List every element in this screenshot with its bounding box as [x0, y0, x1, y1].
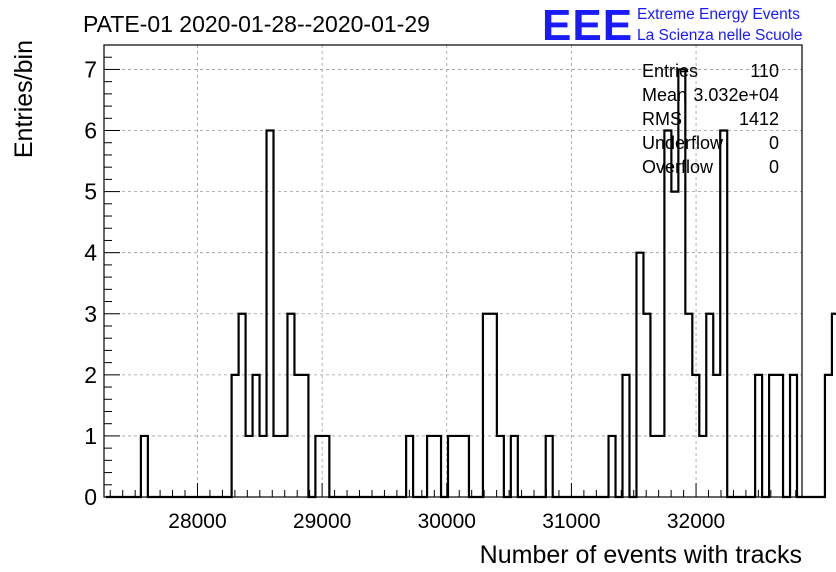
histogram-bin	[322, 436, 329, 497]
histogram-bin	[755, 375, 762, 497]
y-tick-label: 7	[84, 56, 97, 82]
histogram-bin	[239, 314, 246, 497]
logo-line-1: Extreme Energy Events	[637, 6, 800, 23]
y-tick-label: 4	[84, 240, 97, 266]
histogram-bin	[832, 314, 836, 497]
histogram-bin	[776, 375, 783, 497]
histogram-bin	[280, 436, 287, 497]
histogram-bin	[483, 314, 490, 497]
histogram-bin	[294, 375, 301, 497]
x-tick-label: 29000	[293, 510, 351, 533]
histogram-bin	[713, 375, 720, 497]
histogram-bin	[141, 436, 148, 497]
histogram-bin	[511, 436, 518, 497]
histogram-bin	[455, 436, 462, 497]
histogram-bin	[657, 436, 664, 497]
histogram-bin	[720, 131, 727, 497]
histogram-bin	[267, 131, 274, 497]
histogram-bin	[434, 436, 441, 497]
stats-label: Underflow	[642, 133, 724, 153]
histogram-bin	[301, 375, 308, 497]
x-axis-label: Number of events with tracks	[480, 541, 802, 569]
histogram-bin	[246, 436, 253, 497]
stats-value: 0	[769, 133, 779, 153]
logo-line-2: La Scienza nelle Scuole	[637, 27, 802, 44]
histogram-bin	[685, 314, 692, 497]
histogram-bin	[699, 436, 706, 497]
histogram-bin	[462, 436, 469, 497]
histogram-bin	[609, 436, 616, 497]
stats-label: Entries	[642, 61, 698, 81]
histogram-bin	[790, 375, 797, 497]
histogram-bin	[448, 436, 455, 497]
stats-label: RMS	[642, 109, 682, 129]
histogram-bin	[253, 375, 260, 497]
y-tick-label: 6	[84, 118, 97, 144]
stats-box: Entries 110 Mean 3.032e+04 RMS 1412 Underflow 0…	[642, 61, 779, 177]
y-tick-label: 5	[84, 179, 97, 205]
x-tick-label: 30000	[418, 510, 476, 533]
histogram-bin	[769, 375, 776, 497]
x-tick-label: 31000	[542, 510, 600, 533]
y-tick-label: 1	[84, 423, 97, 449]
eee-logo: EEE Extreme Energy Events La Scienza nel…	[542, 1, 802, 50]
histogram-bin	[671, 192, 678, 497]
x-axis: 28000 29000 30000 31000 32000	[109, 483, 797, 533]
histogram-bin	[636, 253, 643, 497]
histogram-bin	[232, 375, 239, 497]
histogram-bin	[546, 436, 553, 497]
histogram-bin	[406, 436, 413, 497]
x-tick-label: 32000	[667, 510, 725, 533]
grid-lines	[104, 45, 802, 497]
y-axis-label: Entries/bin	[10, 40, 38, 158]
histogram-bin	[427, 436, 434, 497]
y-tick-label: 3	[84, 301, 97, 327]
histogram-bin	[623, 375, 630, 497]
stats-value: 0	[769, 157, 779, 177]
y-tick-label: 0	[84, 484, 97, 510]
histogram-bin	[287, 314, 294, 497]
histogram-bin	[274, 436, 281, 497]
y-axis: 0 1 2 3 4 5 6 7	[84, 56, 120, 510]
plot-frame	[103, 44, 803, 498]
eee-logo-mark: EEE	[542, 1, 633, 50]
histogram-bin	[643, 314, 650, 497]
histogram-bin	[692, 375, 699, 497]
y-tick-label: 2	[84, 362, 97, 388]
histogram-bin	[664, 131, 671, 497]
histogram-bin	[315, 436, 322, 497]
stats-value: 1412	[739, 109, 779, 129]
histogram-bin	[497, 436, 504, 497]
stats-value: 3.032e+04	[693, 85, 779, 105]
histogram-bin	[260, 436, 267, 497]
histogram-bin	[650, 436, 657, 497]
stats-label: Mean	[642, 85, 687, 105]
histogram-bin	[706, 314, 713, 497]
chart-title: PATE-01 2020-01-28--2020-01-29	[83, 11, 430, 37]
histogram-bin	[490, 314, 497, 497]
histogram-series	[105, 68, 836, 499]
x-tick-label: 28000	[168, 510, 226, 533]
stats-label: Overflow	[642, 157, 714, 177]
histogram-step-line	[105, 68, 836, 499]
stats-value: 110	[750, 61, 779, 81]
histogram-bin	[825, 375, 832, 497]
